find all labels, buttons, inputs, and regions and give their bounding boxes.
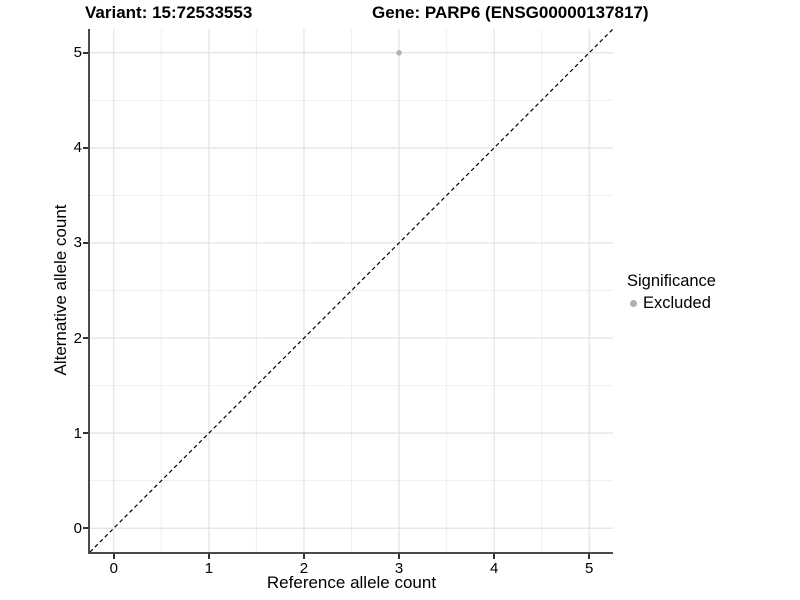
- x-tick-mark: [303, 554, 305, 559]
- legend: Significance Excluded: [627, 270, 716, 314]
- y-tick-mark: [83, 337, 88, 339]
- y-tick-label: 3: [73, 234, 82, 252]
- plot-panel: [88, 29, 613, 554]
- x-tick-label: 1: [204, 560, 214, 577]
- x-axis-title: Reference allele count: [266, 573, 437, 592]
- y-tick-mark: [83, 432, 88, 434]
- legend-point-icon: [630, 299, 637, 307]
- x-tick-label: 2: [299, 560, 309, 577]
- y-tick-label: 0: [73, 519, 82, 537]
- x-tick-label: 5: [585, 560, 594, 577]
- x-tick-label: 0: [109, 560, 118, 577]
- legend-item-label: Excluded: [643, 294, 711, 312]
- y-tick-label: 2: [73, 329, 82, 347]
- y-axis-title: Alternative allele count: [51, 204, 70, 376]
- identity-reference-line: [90, 29, 613, 552]
- x-tick-mark: [208, 554, 210, 559]
- legend-title: Significance: [627, 272, 716, 290]
- x-tick-mark: [113, 554, 115, 559]
- data-point-excluded: [396, 49, 402, 56]
- y-tick-mark: [83, 147, 88, 149]
- x-tick-mark: [493, 554, 495, 559]
- plot-area: [90, 29, 613, 552]
- x-tick-mark: [588, 554, 590, 559]
- y-tick-label: 4: [73, 139, 82, 157]
- y-tick-label: 1: [73, 424, 82, 442]
- y-tick-mark: [83, 527, 88, 529]
- y-tick-mark: [83, 52, 88, 54]
- x-tick-label: 3: [394, 560, 404, 577]
- y-tick-mark: [83, 242, 88, 244]
- legend-item-excluded: Excluded: [627, 292, 716, 314]
- variant-title: Variant: 15:72533553: [85, 3, 253, 22]
- y-tick-label: 5: [73, 44, 82, 62]
- gene-title: Gene: PARP6 (ENSG00000137817): [372, 3, 649, 22]
- x-tick-label: 4: [489, 560, 499, 577]
- x-tick-mark: [398, 554, 400, 559]
